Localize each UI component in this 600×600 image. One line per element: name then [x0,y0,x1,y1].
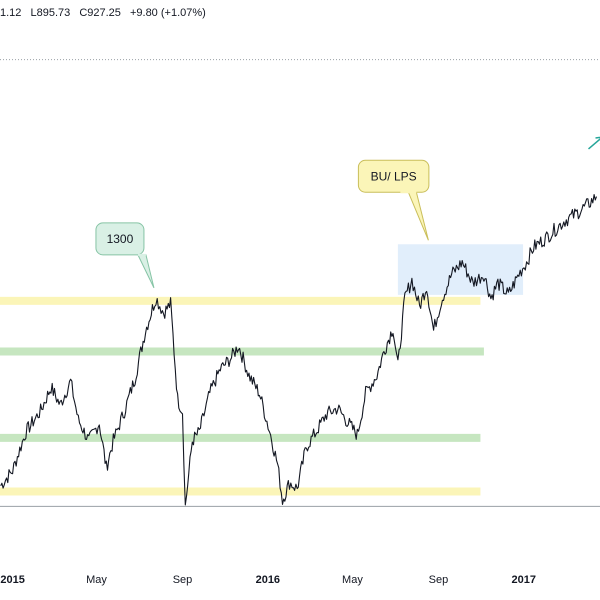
zone-band-2 [0,433,481,442]
x-tick-label: May [86,574,107,586]
x-tick-label: May [342,574,363,586]
zone-band-1 [0,347,484,356]
ohlc-readout: 1.12 L895.73 C927.25 +9.80 (+1.07%) [0,7,212,19]
callout-box [357,159,430,193]
callout-1: BU/ LPS [357,159,430,241]
zones-layer [0,244,524,496]
x-tick-label: Sep [429,574,449,586]
x-tick-label: 2015 [0,574,24,586]
reference-lines-layer [0,59,600,507]
ohlc-change: +9.80 (+1.07%) [129,7,206,19]
annotations-layer: 1300 BU/ LPS [95,136,600,289]
x-tick-label: 2016 [256,574,280,586]
ohlc-high: 1.12 [0,7,22,19]
zone-band-0 [0,296,481,305]
trend-arrow-icon [588,136,600,150]
callout-label: BU/ LPS [371,169,417,183]
callout-box [95,222,145,256]
price-line [0,194,598,506]
accumulation-box-0 [397,244,524,295]
x-tick-label: Sep [173,574,193,586]
x-axis: 2015 May Sep 2016 May Sep 2017 [0,574,536,586]
zone-band-3 [0,487,481,496]
callout-pointer [137,254,155,289]
callout-pointer [407,191,429,241]
callout-0: 1300 [95,222,155,289]
ohlc-low: L895.73 [30,7,71,19]
ohlc-close: C927.25 [79,7,121,19]
x-tick-label: 2017 [512,574,536,586]
series-layer [0,194,598,506]
callout-label: 1300 [107,232,134,246]
